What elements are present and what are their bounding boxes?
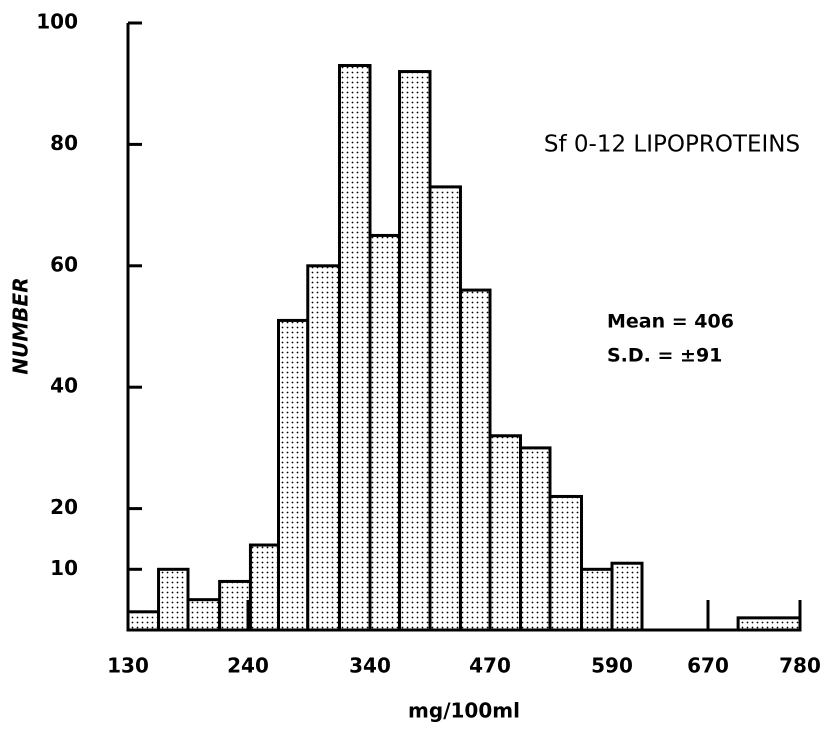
annotation: Sf 0-12 LIPOPROTEINS — [544, 132, 800, 158]
bar — [580, 567, 614, 632]
x-axis-label: mg/100ml — [408, 699, 520, 723]
bar — [610, 561, 644, 632]
x-tick-label: 240 — [227, 654, 269, 678]
annotation: S.D. = ±91 — [607, 345, 722, 367]
bar — [368, 233, 402, 632]
annotation: Mean = 406 — [607, 311, 734, 333]
bar — [736, 616, 802, 632]
y-tick-label: 20 — [50, 495, 78, 519]
x-tick-label: 590 — [591, 654, 633, 678]
bar — [398, 70, 432, 632]
bar — [277, 318, 310, 632]
bar — [186, 598, 222, 632]
y-tick-label: 10 — [50, 556, 78, 580]
y-tick-label: 40 — [50, 374, 78, 398]
y-axis-label: NUMBER — [9, 277, 33, 374]
x-tick-label: 130 — [107, 654, 149, 678]
bar — [548, 494, 584, 632]
bar — [306, 264, 341, 632]
x-tick-label: 470 — [469, 654, 511, 678]
bar — [248, 543, 281, 632]
bar — [218, 579, 252, 632]
y-tick-label: 100 — [36, 10, 78, 34]
x-tick-label: 340 — [349, 654, 391, 678]
bar — [126, 610, 161, 632]
x-tick-label: 780 — [779, 654, 821, 678]
bar — [338, 63, 372, 632]
bar — [458, 288, 492, 632]
bar — [157, 567, 190, 632]
x-tick-label: 670 — [687, 654, 729, 678]
y-tick-label: 60 — [50, 252, 78, 276]
bar — [519, 446, 552, 632]
bar — [428, 185, 462, 632]
bar — [488, 434, 522, 632]
y-tick-label: 80 — [50, 131, 78, 155]
